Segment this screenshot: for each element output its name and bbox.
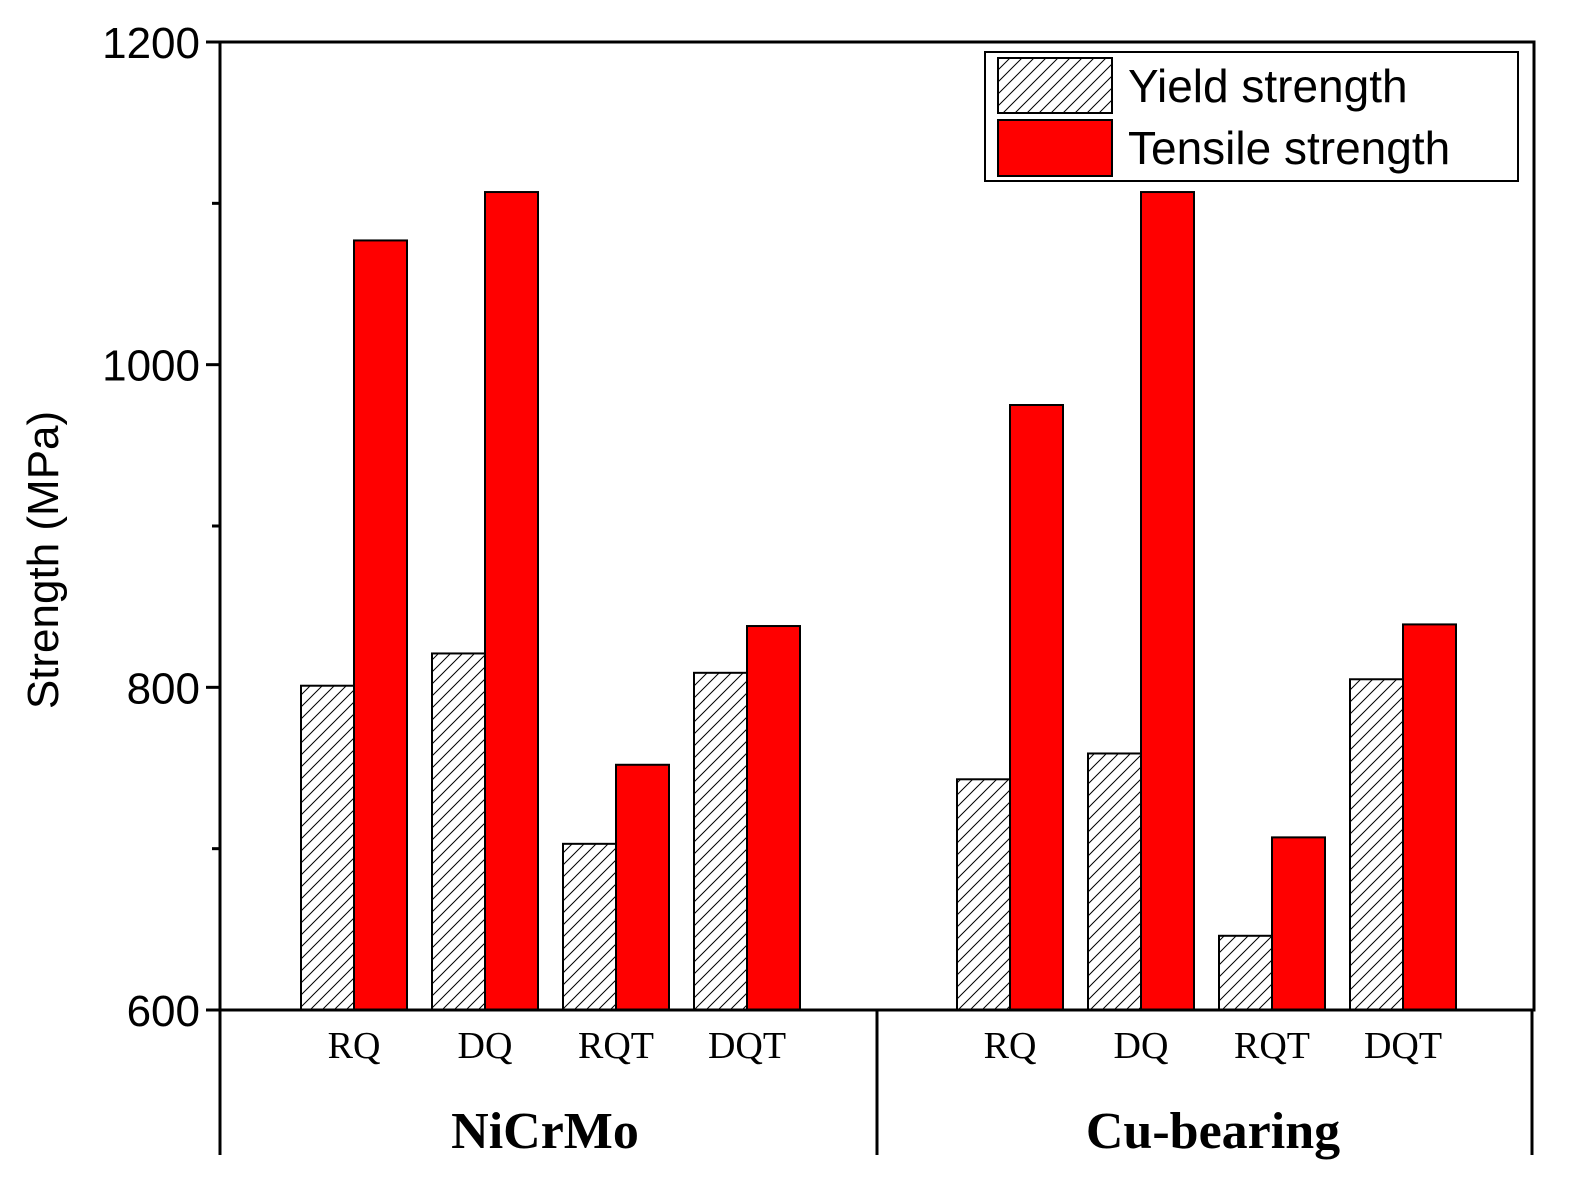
yield-bar-nicrmo-dqt — [693, 671, 748, 1012]
x-axis-labels: RQ DQ RQT DQT NiCrMo RQ DQ RQT DQT Cu-bearing — [328, 1025, 1442, 1160]
y-axis: 600 800 1000 1200 — [102, 19, 220, 1036]
y-axis-label: Strength (MPa) — [19, 411, 68, 709]
x-category-label: RQT — [578, 1025, 654, 1067]
x-category-label: DQ — [1114, 1025, 1169, 1067]
tensile-bar-nicrmo-rqt — [615, 763, 670, 1011]
x-category-label: RQT — [1234, 1025, 1310, 1067]
yield-bar-cu-bearing-rqt — [1218, 934, 1273, 1012]
y-tick-label: 1200 — [102, 19, 200, 68]
tensile-bar-cu-bearing-dq — [1140, 191, 1195, 1012]
legend: Yield strength Tensile strength — [984, 51, 1519, 182]
x-category-label: DQT — [1364, 1025, 1442, 1067]
yield-bar-cu-bearing-dqt — [1349, 678, 1404, 1011]
tensile-bar-nicrmo-dqt — [746, 625, 801, 1011]
y-tick-label: 600 — [127, 987, 200, 1036]
yield-bar-nicrmo-dq — [431, 652, 486, 1011]
plot-frame — [218, 40, 1536, 1012]
yield-bar-nicrmo-rqt — [562, 842, 617, 1011]
legend-label-yield: Yield strength — [1128, 60, 1408, 112]
y-tick-label: 800 — [127, 664, 200, 713]
tensile-bar-nicrmo-dq — [484, 191, 539, 1012]
x-category-label: DQ — [458, 1025, 513, 1067]
x-group-label: Cu-bearing — [1086, 1103, 1340, 1160]
tensile-bar-cu-bearing-rqt — [1271, 836, 1326, 1012]
legend-label-tensile: Tensile strength — [1128, 122, 1450, 174]
x-category-label: RQ — [984, 1025, 1037, 1067]
tensile-bar-cu-bearing-rq — [1009, 404, 1064, 1011]
bars-layer — [300, 191, 1457, 1012]
legend-swatch-tensile — [997, 119, 1113, 177]
x-category-label: RQ — [328, 1025, 381, 1067]
yield-bar-cu-bearing-rq — [956, 778, 1011, 1011]
tensile-bar-cu-bearing-dqt — [1402, 623, 1457, 1011]
legend-swatch-yield — [997, 57, 1113, 114]
yield-bar-nicrmo-rq — [300, 684, 355, 1011]
yield-bar-cu-bearing-dq — [1087, 752, 1142, 1011]
x-category-label: DQT — [708, 1025, 786, 1067]
x-group-label: NiCrMo — [451, 1103, 639, 1160]
y-tick-label: 1000 — [102, 342, 200, 391]
tensile-bar-nicrmo-rq — [353, 239, 408, 1011]
